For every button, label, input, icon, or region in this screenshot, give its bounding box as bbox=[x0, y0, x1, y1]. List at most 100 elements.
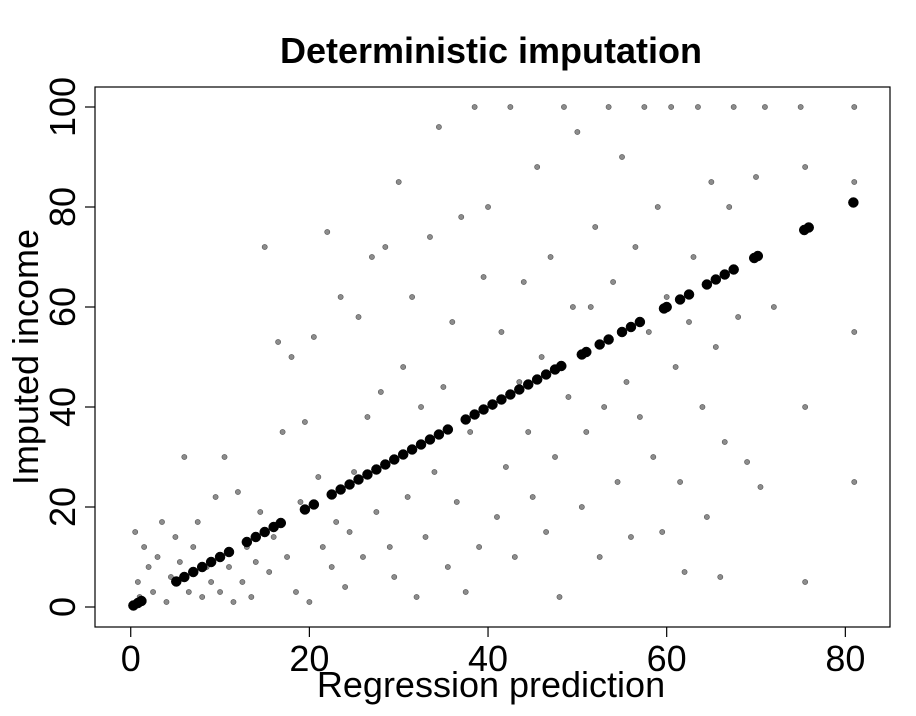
observed-point bbox=[851, 329, 858, 335]
imputed-point bbox=[326, 489, 337, 500]
observed-point bbox=[252, 559, 259, 565]
observed-point bbox=[422, 534, 429, 540]
imputed-point bbox=[136, 595, 147, 607]
observed-point bbox=[471, 104, 478, 110]
plot-frame bbox=[94, 86, 891, 628]
imputed-point bbox=[179, 571, 190, 583]
imputed-point bbox=[353, 474, 364, 485]
observed-point bbox=[163, 599, 170, 605]
observed-point bbox=[449, 319, 456, 325]
imputed-point bbox=[556, 360, 567, 372]
observed-point bbox=[297, 499, 304, 505]
observed-point bbox=[851, 479, 858, 485]
observed-point bbox=[498, 329, 505, 335]
observed-point bbox=[346, 529, 353, 535]
observed-point bbox=[578, 504, 585, 510]
imputed-point bbox=[848, 197, 859, 208]
imputed-point bbox=[406, 444, 418, 455]
observed-point bbox=[261, 244, 268, 250]
observed-point bbox=[440, 384, 447, 390]
observed-point bbox=[324, 229, 331, 235]
imputed-point bbox=[460, 414, 471, 425]
observed-point bbox=[431, 469, 438, 475]
observed-point bbox=[802, 164, 809, 170]
x-tick-label: 0 bbox=[121, 638, 141, 679]
observed-point bbox=[235, 489, 241, 495]
observed-point bbox=[427, 234, 433, 240]
imputed-point bbox=[433, 429, 445, 440]
observed-point bbox=[386, 544, 393, 550]
imputed-points bbox=[128, 197, 859, 611]
observed-point bbox=[712, 344, 719, 350]
observed-point bbox=[677, 479, 683, 485]
observed-point bbox=[690, 254, 697, 260]
imputed-point bbox=[683, 289, 695, 300]
observed-point bbox=[315, 474, 322, 480]
observed-point bbox=[494, 514, 500, 520]
observed-point bbox=[382, 244, 389, 250]
observed-point bbox=[185, 589, 192, 595]
observed-point bbox=[444, 564, 451, 570]
imputed-point bbox=[397, 449, 409, 460]
imputed-point bbox=[241, 536, 253, 548]
imputed-point bbox=[505, 389, 516, 400]
observed-point bbox=[453, 499, 460, 505]
observed-point bbox=[436, 124, 442, 130]
observed-point bbox=[141, 544, 148, 550]
observed-point bbox=[328, 564, 335, 570]
observed-point bbox=[529, 494, 536, 500]
observed-point bbox=[181, 454, 188, 460]
y-tick-label: 40 bbox=[42, 387, 83, 427]
imputed-point bbox=[701, 279, 713, 290]
observed-point bbox=[342, 584, 349, 590]
imputed-point bbox=[371, 464, 382, 475]
observed-point bbox=[547, 254, 554, 260]
observed-point bbox=[333, 519, 340, 525]
observed-point bbox=[641, 104, 648, 110]
observed-point bbox=[610, 279, 616, 285]
observed-point bbox=[628, 534, 634, 540]
observed-point bbox=[561, 104, 567, 110]
imputed-point bbox=[478, 404, 489, 415]
observed-point bbox=[176, 559, 183, 565]
observed-point bbox=[636, 414, 643, 420]
imputed-point bbox=[719, 269, 730, 280]
observed-point bbox=[507, 104, 514, 110]
imputed-point bbox=[752, 250, 764, 262]
observed-point bbox=[645, 329, 652, 335]
observed-point bbox=[851, 179, 858, 185]
imputed-point bbox=[214, 551, 226, 563]
observed-point bbox=[270, 534, 277, 540]
observed-point bbox=[565, 394, 572, 400]
observed-point bbox=[686, 319, 692, 325]
imputed-point bbox=[469, 409, 480, 420]
observed-point bbox=[288, 354, 295, 360]
imputed-point bbox=[250, 531, 262, 543]
observed-point bbox=[659, 529, 666, 535]
imputed-point bbox=[424, 434, 436, 445]
imputed-point bbox=[803, 222, 814, 233]
imputed-point bbox=[594, 339, 605, 350]
observed-point bbox=[275, 339, 282, 345]
imputed-point bbox=[362, 469, 373, 480]
observed-point bbox=[797, 104, 804, 110]
observed-point bbox=[159, 519, 165, 525]
imputed-point bbox=[415, 439, 427, 450]
observed-point bbox=[190, 544, 197, 550]
x-axis: 0 20 40 60 80 bbox=[121, 627, 865, 679]
observed-point bbox=[703, 514, 710, 520]
imputed-point bbox=[522, 379, 534, 390]
imputed-point bbox=[171, 576, 182, 587]
imputed-point bbox=[616, 326, 628, 338]
observed-point bbox=[409, 294, 416, 300]
observed-point bbox=[569, 304, 576, 310]
observed-point bbox=[681, 569, 688, 575]
observed-point bbox=[221, 454, 228, 460]
y-tick-label: 0 bbox=[42, 597, 83, 617]
imputed-point bbox=[388, 454, 400, 465]
observed-point bbox=[239, 579, 246, 585]
y-tick-label: 60 bbox=[42, 287, 83, 327]
observed-point bbox=[511, 554, 518, 560]
x-tick-label: 80 bbox=[825, 638, 865, 679]
observed-point bbox=[279, 429, 286, 435]
